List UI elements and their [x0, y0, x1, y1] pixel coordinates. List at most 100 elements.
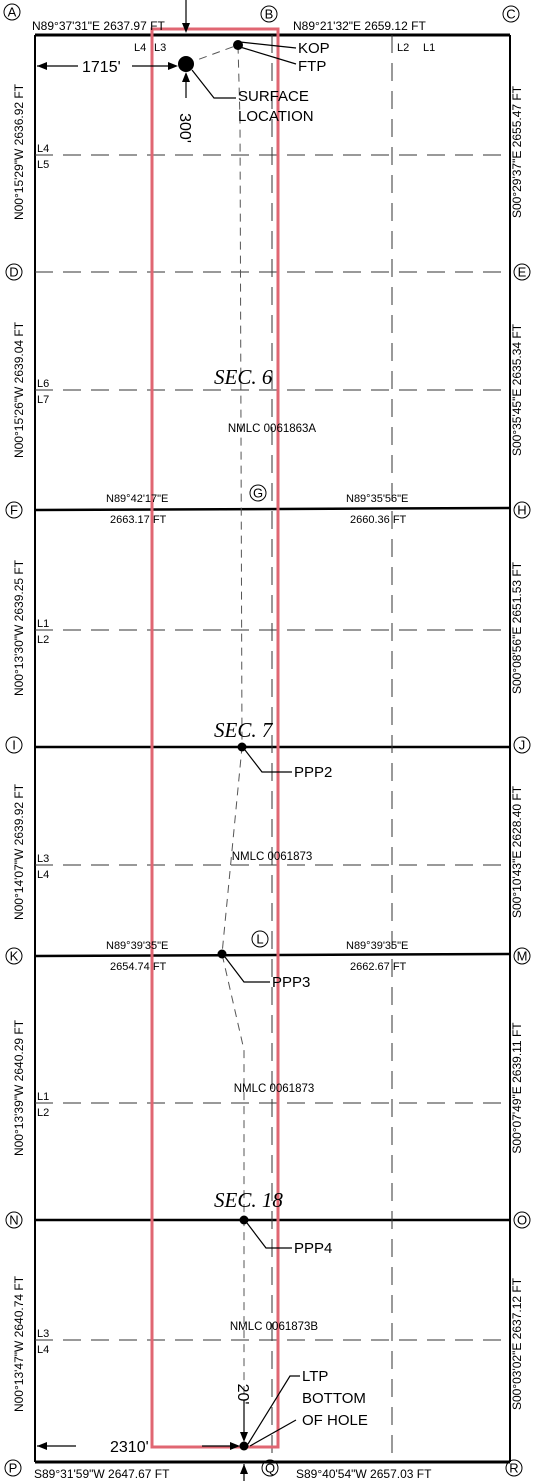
section-6-label: SEC. 6	[214, 365, 273, 389]
bearing-right-m-o: S00°07'49"E 2639.11 FT	[510, 1022, 524, 1154]
lot-top-l3: L3	[154, 42, 166, 54]
ltp-leader	[247, 1375, 300, 1445]
right-bearings: S00°29'37"E 2655.47 FT S00°35'45"E 2635.…	[510, 85, 524, 1410]
west-offset-bottom-label: 2310'	[110, 1439, 149, 1456]
north-offset-arrow-bottom	[182, 72, 190, 82]
kop-leader	[239, 41, 297, 49]
corner-j-label: J	[519, 738, 526, 753]
callout-labels: KOP FTP SURFACE LOCATION PPP2 PPP3 PPP4 …	[238, 40, 368, 1429]
bearing-bottom-right: S89°40'54"W 2657.03 FT	[296, 1467, 432, 1481]
distance-l-m: 2662.67 FT	[350, 961, 407, 973]
ltp-label: LTP	[302, 1368, 328, 1385]
bearing-right-o-r: S00°03'02"E 2637.12 FT	[510, 1277, 524, 1410]
corner-k-circle	[5, 947, 23, 965]
lot-l4-sec18: L4	[37, 1344, 49, 1356]
left-bearings: N00°15'29"W 2636.92 FT N00°15'26"W 2639.…	[12, 83, 26, 1412]
corner-j-circle	[513, 736, 531, 754]
corner-f-label: F	[10, 503, 18, 518]
wellbore-curve	[185, 44, 245, 1446]
west-offset-bottom-arrow-left	[37, 1442, 47, 1450]
west-offset-arrow-left	[37, 62, 47, 70]
bearing-left-d-f: N00°15'26"W 2639.04 FT	[12, 321, 26, 458]
lot-l1-sec7: L1	[37, 618, 49, 630]
ftp-label: FTP	[298, 58, 326, 75]
north-offset-arrow-top	[182, 23, 190, 33]
corner-q-circle	[261, 1459, 279, 1477]
section-7-label: SEC. 7	[214, 718, 274, 742]
corner-b-circle	[260, 5, 278, 23]
bearing-left-n-p: N00°13'47"W 2640.74 FT	[12, 1275, 26, 1412]
bearing-right-e-h: S00°35'45"E 2635.34 FT	[510, 323, 524, 456]
corner-p-label: P	[9, 1461, 18, 1476]
bearing-top-left: N89°37'31"E 2637.97 FT	[32, 19, 165, 33]
horizontal-bearings: N89°37'31"E 2637.97 FT N89°21'32"E 2659.…	[32, 19, 432, 1481]
bearing-l-m: N89°39'35"E	[346, 940, 408, 952]
corner-l-circle	[251, 930, 269, 948]
section-line-6-7	[34, 506, 511, 512]
bearing-left-i-k: N00°14'07"W 2639.92 FT	[12, 783, 26, 920]
ppp2-label: PPP2	[294, 764, 332, 781]
boh-leader	[249, 1419, 297, 1447]
corner-o-label: O	[517, 1213, 527, 1228]
section-labels: SEC. 6 SEC. 7 SEC. 18 NMLC 0061863A NMLC…	[214, 365, 318, 1333]
kop-label: KOP	[298, 40, 330, 57]
bearing-right-h-j: S00°08'56"E 2651.53 FT	[510, 561, 524, 694]
bearing-left-k-n: N00°13'39"W 2640.29 FT	[12, 1019, 26, 1156]
kop-ftp-point	[233, 40, 243, 50]
lot-top-l4: L4	[134, 42, 146, 54]
lot-l3-sec7: L3	[37, 853, 49, 865]
lot-l5-sec6: L5	[37, 159, 49, 171]
bearing-bottom-left: S89°31'59"W 2647.67 FT	[34, 1467, 170, 1481]
ppp4-leader	[246, 1222, 292, 1249]
corner-h-label: H	[517, 503, 526, 518]
lot-l3-sec18: L3	[37, 1328, 49, 1340]
ppp2-point	[237, 742, 247, 752]
callout-leaders	[191, 41, 300, 1447]
corner-g-circle	[249, 484, 267, 502]
lease-sec7: NMLC 0061873	[232, 851, 313, 863]
boh-label-line1: BOTTOM	[302, 1390, 366, 1407]
lot-l4-sec7: L4	[37, 869, 49, 881]
corner-r-circle	[505, 1459, 523, 1477]
lot-lines	[35, 35, 510, 1462]
ppp3-point	[217, 949, 227, 959]
corner-c-circle	[502, 5, 520, 23]
bearing-top-right: N89°21'32"E 2659.12 FT	[293, 19, 426, 33]
bearing-right-c-e: S00°29'37"E 2655.47 FT	[510, 85, 524, 218]
corner-r-label: R	[509, 1461, 518, 1476]
bearing-left-a-d: N00°15'29"W 2636.92 FT	[12, 83, 26, 220]
west-offset-label: 1715'	[82, 59, 121, 76]
spacing-unit-boundary	[150, 27, 280, 1449]
corner-m-circle	[513, 947, 531, 965]
ftp-leader	[239, 46, 297, 65]
bearing-g-h: N89°35'56"E	[346, 493, 408, 505]
corner-h-circle	[513, 501, 531, 519]
surface-leader	[191, 69, 236, 99]
boh-label-line2: OF HOLE	[302, 1412, 368, 1429]
corner-i-circle	[5, 736, 23, 754]
section-18-label: SEC. 18	[214, 1188, 283, 1212]
bearing-left-f-i: N00°13'30"W 2639.25 FT	[12, 559, 26, 696]
corner-a-label: A	[8, 5, 17, 20]
ltp-point	[239, 1441, 249, 1451]
corner-k-label: K	[10, 949, 19, 964]
corner-f-circle	[5, 501, 23, 519]
bearing-f-g: N89°42'17"E	[106, 493, 168, 505]
corner-n-label: N	[9, 1213, 18, 1228]
bearing-right-j-m: S00°10'43"E 2628.40 FT	[510, 785, 524, 918]
corner-m-label: M	[517, 949, 528, 964]
corner-l-label: L	[256, 932, 263, 947]
bearing-k-l: N89°39'35"E	[106, 940, 168, 952]
south-offset-arrow-bottom	[240, 1432, 248, 1442]
south-offset-arrow-up	[240, 1464, 248, 1474]
lot-l6-sec6: L6	[37, 378, 49, 390]
lot-l1-sec18: L1	[37, 1091, 49, 1103]
surface-label-line2: LOCATION	[238, 108, 314, 125]
lot-l2-sec7: L2	[37, 634, 49, 646]
corner-g-label: G	[253, 486, 263, 501]
surface-label-line1: SURFACE	[238, 88, 309, 105]
dimension-labels: 1715' 300' 2310' 20'	[82, 59, 251, 1456]
lease-sec18-north: NMLC 0061873	[234, 1083, 315, 1095]
corner-i-label: I	[12, 738, 16, 753]
